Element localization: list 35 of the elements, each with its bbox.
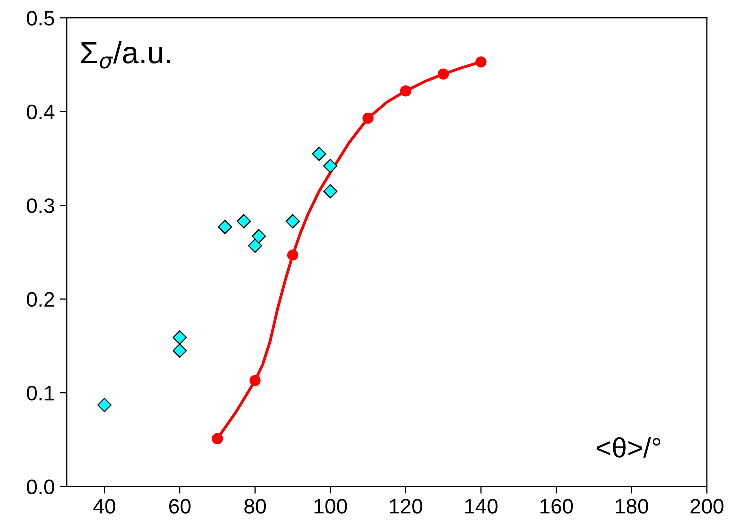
point: [236, 214, 252, 229]
point: [323, 184, 338, 199]
y-tick-label: 0.2: [27, 292, 54, 308]
y-tick-label: 0.0: [27, 480, 54, 495]
point: [312, 146, 326, 162]
x-axis-title: <θ>/°: [596, 437, 661, 458]
point: [286, 214, 300, 229]
x-tick-label: 200: [690, 499, 724, 514]
y-tick-label: 0.5: [27, 11, 54, 26]
point: [98, 398, 112, 412]
point: [287, 250, 299, 261]
point: [476, 56, 487, 68]
y-tick-label: 0.1: [27, 386, 54, 401]
point: [212, 433, 224, 445]
y-tick-label: 0.4: [27, 104, 55, 120]
point: [438, 68, 450, 80]
y-tick-label: 0.3: [27, 198, 54, 214]
point: [172, 330, 188, 345]
x-tick-label: 60: [169, 499, 191, 514]
x-tick-label: 180: [616, 499, 648, 514]
x-tick-label: 160: [540, 499, 574, 514]
point: [218, 220, 232, 234]
point: [252, 229, 266, 244]
point: [400, 86, 412, 97]
x-tick-label: 40: [94, 499, 116, 514]
point: [362, 112, 374, 124]
point: [248, 238, 262, 254]
x-tick-label: 140: [465, 499, 498, 514]
x-tick-label: 100: [314, 499, 348, 514]
point: [323, 159, 338, 174]
x-tick-label: 120: [390, 499, 422, 514]
x-tick-label: 80: [244, 499, 266, 514]
point: [172, 344, 188, 358]
point: [250, 375, 261, 386]
y-axis-title: Σ$_{σ}$/a.u.: [81, 41, 170, 69]
